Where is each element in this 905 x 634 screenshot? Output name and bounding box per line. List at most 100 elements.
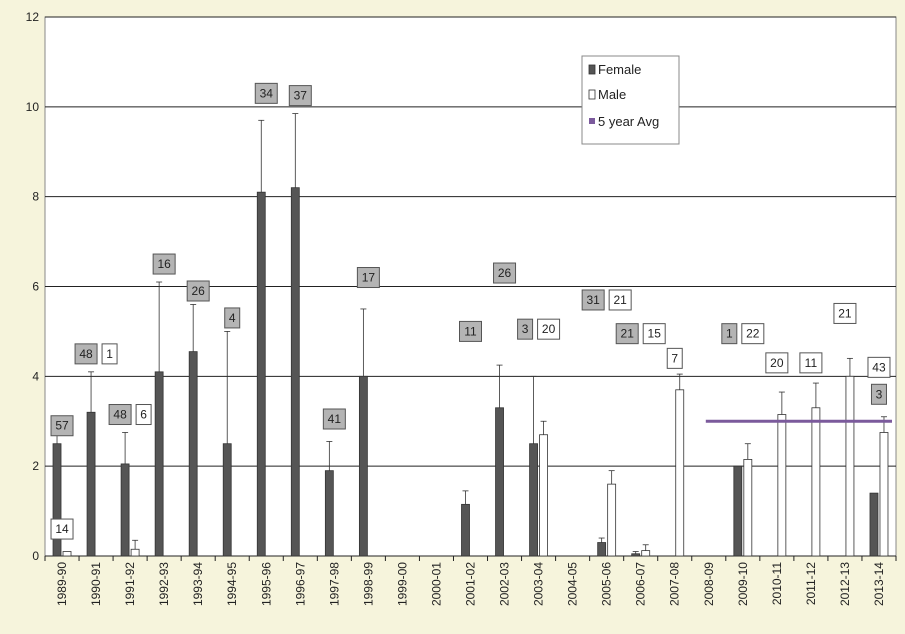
y-tick-label: 6 <box>32 280 39 294</box>
x-tick-label: 1993-94 <box>191 562 205 606</box>
male-count-label: 43 <box>872 360 886 374</box>
x-tick-label: 1994-95 <box>225 562 239 606</box>
female-bar <box>120 463 130 557</box>
female-count-label: 11 <box>464 324 477 338</box>
female-bar <box>188 351 198 557</box>
y-tick-label: 8 <box>32 190 39 204</box>
x-tick-label: 1989-90 <box>55 562 69 606</box>
female-count-label-box <box>517 318 534 340</box>
female-count-label-box <box>322 408 346 430</box>
legend: Female Male 5 year Avg <box>581 55 680 145</box>
male-count-label-box <box>608 289 632 311</box>
female-count-label-box <box>356 267 380 289</box>
female-count-label-box <box>459 320 482 342</box>
legend-swatch-5-year-avg <box>589 118 595 124</box>
female-count-label: 37 <box>294 89 308 103</box>
y-tick-label: 10 <box>26 100 40 114</box>
female-count-label-box <box>581 289 605 311</box>
x-tick-label: 1990-91 <box>89 562 103 606</box>
male-count-label: 20 <box>542 322 556 336</box>
female-bar <box>290 187 300 557</box>
male-count-label-box <box>135 404 152 426</box>
male-count-label: 15 <box>648 327 662 341</box>
x-tick-label: 2009-10 <box>736 562 750 606</box>
female-bar <box>358 375 368 557</box>
x-axis-ticks: 1989-90 1990-91 1991-92 1992-93 1993-94 1994-… <box>44 556 897 606</box>
x-tick-label: 2001-02 <box>464 562 478 606</box>
y-axis-ticks: 0 2 4 6 8 10 12 <box>26 10 40 563</box>
female-bar <box>86 411 96 557</box>
female-count-label: 48 <box>113 408 127 422</box>
female-bar <box>154 371 164 557</box>
x-tick-label: 1992-93 <box>157 562 171 606</box>
female-count-label: 3 <box>876 387 883 401</box>
male-count-label-box <box>642 323 666 345</box>
male-bar <box>130 548 140 557</box>
female-count-label: 26 <box>192 284 206 298</box>
female-bar <box>529 443 538 557</box>
female-count-label-box <box>254 82 278 104</box>
female-bar <box>461 503 470 557</box>
female-bar <box>631 553 641 557</box>
male-bar <box>62 551 72 557</box>
female-bar <box>324 470 334 557</box>
male-bar <box>607 483 617 557</box>
female-count-label-box <box>615 323 639 345</box>
legend-swatch-male <box>588 89 596 100</box>
female-bar <box>256 191 266 557</box>
legend-label-male: Male <box>598 87 626 102</box>
male-bar <box>845 375 855 557</box>
male-bar <box>879 432 889 557</box>
male-count-label: 7 <box>671 351 678 365</box>
x-tick-label: 2003-04 <box>532 562 546 606</box>
female-count-label-box <box>108 404 132 426</box>
x-tick-label: 2012-13 <box>838 562 852 606</box>
grid <box>45 16 896 557</box>
legend-label-5-year-avg: 5 year Avg <box>598 114 659 129</box>
male-count-label: 21 <box>613 293 627 307</box>
male-count-label-box <box>50 518 74 540</box>
male-count-label-box <box>765 352 789 374</box>
male-count-label: 6 <box>140 408 147 422</box>
male-count-label: 11 <box>805 356 818 370</box>
x-tick-label: 2007-08 <box>668 562 682 606</box>
female-count-label-box <box>870 383 887 405</box>
x-tick-label: 1995-96 <box>259 562 273 606</box>
x-tick-label: 1998-99 <box>361 562 375 606</box>
x-tick-label: 2004-05 <box>566 562 580 606</box>
male-count-label-box <box>741 323 765 345</box>
female-count-label: 48 <box>79 347 93 361</box>
female-count-label: 31 <box>586 293 600 307</box>
male-count-label-box <box>101 343 118 365</box>
y-tick-label: 2 <box>32 459 39 473</box>
bars <box>52 113 889 557</box>
female-bar <box>495 407 504 557</box>
female-count-label-box <box>50 415 74 437</box>
legend-box <box>581 55 680 145</box>
male-bar <box>675 389 685 557</box>
male-bar <box>811 407 821 557</box>
male-bar <box>539 434 548 557</box>
male-bar <box>777 414 787 557</box>
male-count-label-box <box>867 356 891 378</box>
female-count-label: 34 <box>260 86 274 100</box>
legend-swatch-female <box>588 64 596 75</box>
female-count-label: 26 <box>498 266 512 280</box>
male-count-label-box <box>799 352 823 374</box>
female-count-label-box <box>152 253 176 275</box>
male-count-label: 22 <box>746 327 760 341</box>
male-count-label-box <box>537 318 561 340</box>
female-count-label-box <box>493 262 517 284</box>
x-tick-label: 2011-12 <box>804 562 818 605</box>
x-tick-label: 2002-03 <box>498 562 512 606</box>
x-tick-label: 1991-92 <box>123 562 137 606</box>
female-count-label: 17 <box>362 271 376 285</box>
x-tick-label: 2000-01 <box>429 562 443 606</box>
legend-label-female: Female <box>598 62 641 77</box>
female-bar <box>869 492 879 557</box>
male-count-label: 20 <box>770 356 784 370</box>
x-tick-label: 1999-00 <box>395 562 409 606</box>
female-count-label: 3 <box>522 322 529 336</box>
